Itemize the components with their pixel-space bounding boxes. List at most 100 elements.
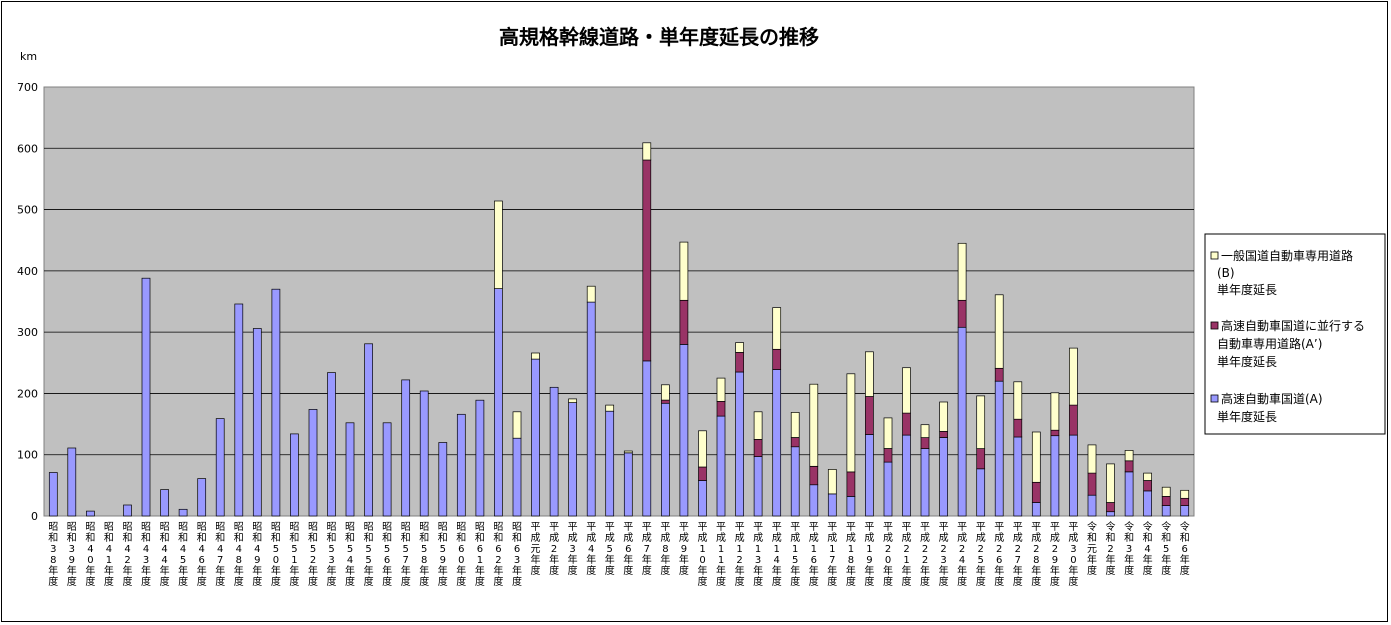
bar-segment-b [920, 424, 930, 438]
bar-segment-a [679, 344, 689, 517]
x-tick-label: 令和 6 年度 [1180, 520, 1190, 577]
bar-segment-b [939, 401, 948, 432]
bar-segment-a [827, 493, 837, 517]
x-tick-label: 平成 1 5 年度 [790, 522, 800, 588]
legend-a-prime-line2: 自動車専用道路(A’) [1217, 336, 1322, 351]
bar-segment-a [716, 415, 726, 517]
y-tick-label: 700 [17, 81, 38, 94]
x-tick-label: 平成 2 0 年度 [883, 522, 893, 588]
bar-segment-b [902, 367, 911, 414]
legend-a-prime-line3: 単年度延長 [1217, 354, 1277, 369]
x-tick-label: 平成 1 7 年度 [827, 522, 837, 588]
legend-swatch-a-prime [1210, 321, 1219, 330]
bar-segment-a [67, 447, 77, 517]
bar-segment-b [846, 373, 856, 473]
legend-b-line3: 単年度延長 [1217, 282, 1277, 297]
bar-segment-a [215, 418, 225, 517]
bar-segment-a [809, 484, 819, 517]
x-tick-label: 昭和 6 3 年度 [512, 521, 522, 588]
bar-segment-a [160, 489, 169, 517]
bar-segment-b [1087, 444, 1097, 474]
x-tick-label: 平成 1 4 年度 [772, 522, 782, 588]
legend-b-line2: (B) [1217, 266, 1235, 280]
bar-segment-a-prime [716, 401, 726, 417]
x-tick-label: 平成 2 3 年度 [939, 522, 949, 588]
bar-segment-a [178, 508, 188, 517]
bar-segment-b [809, 383, 819, 467]
bar-segment-a [549, 386, 559, 517]
x-tick-label: 平成 1 9 年度 [864, 522, 874, 588]
x-tick-label: 昭和 6 2 年度 [493, 521, 503, 588]
bar-segment-b [1050, 392, 1060, 431]
bar-segment-a [661, 402, 670, 517]
y-tick-label: 0 [31, 510, 38, 523]
x-tick-label: 昭和 5 3 年度 [327, 521, 337, 588]
bar-segment-a [1013, 436, 1023, 517]
x-tick-label: 昭和 4 2 年度 [123, 521, 133, 588]
x-tick-label: 平成 8 年度 [660, 522, 670, 577]
x-tick-label: 昭和 4 9 年度 [252, 521, 262, 588]
bar-segment-b [679, 241, 689, 301]
bar-segment-a-prime [1050, 429, 1060, 437]
bar-segment-a [1143, 490, 1152, 517]
x-tick-label: 平成 3 年度 [568, 522, 578, 577]
x-tick-label: 令和 3 年度 [1124, 520, 1134, 577]
bar-segment-a-prime [661, 399, 670, 404]
x-tick-label: 平成 2 7 年度 [1013, 522, 1023, 588]
bar-segment-b [494, 200, 503, 289]
bar-segment-b [1143, 472, 1152, 481]
bar-segment-a [252, 328, 262, 517]
legend-a-line2: 単年度延長 [1217, 409, 1277, 424]
bar-segment-a-prime [1031, 481, 1041, 503]
legend-a-line1: 高速自動車国道(A) [1221, 391, 1323, 406]
x-tick-label: 昭和 5 6 年度 [382, 521, 392, 588]
bar-segment-a [327, 372, 336, 517]
x-tick-label: 昭和 4 8 年度 [234, 521, 244, 588]
bar-segment-b [605, 404, 615, 412]
x-tick-label: 平成 3 0 年度 [1068, 522, 1078, 588]
bar-segment-a [475, 399, 485, 517]
bar-segment-a [438, 442, 448, 517]
bar-segment-a-prime [790, 437, 800, 448]
x-tick-label: 平成 2 4 年度 [957, 522, 967, 588]
bar-segment-b [753, 411, 763, 440]
bar-segment-b [1031, 431, 1041, 483]
x-tick-label: 平成 2 2 年度 [920, 522, 930, 588]
bar-segment-a [419, 390, 429, 517]
bar-segment-b [1124, 450, 1134, 462]
x-tick-label: 昭和 4 3 年度 [141, 521, 151, 588]
bar-segment-a [1087, 494, 1097, 517]
bar-segment-a-prime [1161, 496, 1171, 506]
bar-segment-a [1069, 434, 1078, 517]
x-tick-label: 平成 2 9 年度 [1050, 522, 1060, 588]
x-tick-label: 平成 1 6 年度 [809, 522, 819, 588]
bar-segment-a-prime [809, 466, 819, 486]
x-tick-label: 平成 1 1 年度 [716, 522, 726, 588]
bar-segment-a [772, 369, 782, 517]
bar-segment-a [123, 504, 132, 517]
bar-segment-a [902, 434, 911, 517]
bar-segment-b [883, 417, 893, 449]
bar-segment-a-prime [1124, 460, 1134, 473]
x-tick-label: 平成 2 5 年度 [976, 522, 986, 588]
bar-segment-b [512, 411, 522, 439]
x-tick-label: 令和 5 年度 [1161, 520, 1171, 577]
bar-segment-a [920, 448, 930, 517]
bar-segment-b [1106, 463, 1115, 503]
bar-segment-a-prime [1087, 472, 1097, 496]
x-tick-label: 平成 5 年度 [605, 522, 615, 577]
bar-segment-a [364, 343, 373, 517]
x-tick-label: 平成 9 年度 [679, 522, 689, 577]
y-tick-label: 400 [17, 265, 38, 278]
bar-segment-a [345, 422, 355, 517]
bar-segment-a-prime [902, 412, 911, 436]
x-tick-label: 昭和 6 1 年度 [475, 521, 485, 588]
bar-segment-a-prime [1143, 480, 1152, 492]
bar-segment-a [939, 437, 948, 517]
bar-segment-a [865, 434, 874, 517]
y-unit-label: km [20, 50, 37, 63]
bar-segment-a-prime [1069, 404, 1078, 436]
bar-segment-a [735, 371, 744, 517]
bar-segment-b [1180, 489, 1190, 499]
bar-segment-a [401, 379, 411, 517]
